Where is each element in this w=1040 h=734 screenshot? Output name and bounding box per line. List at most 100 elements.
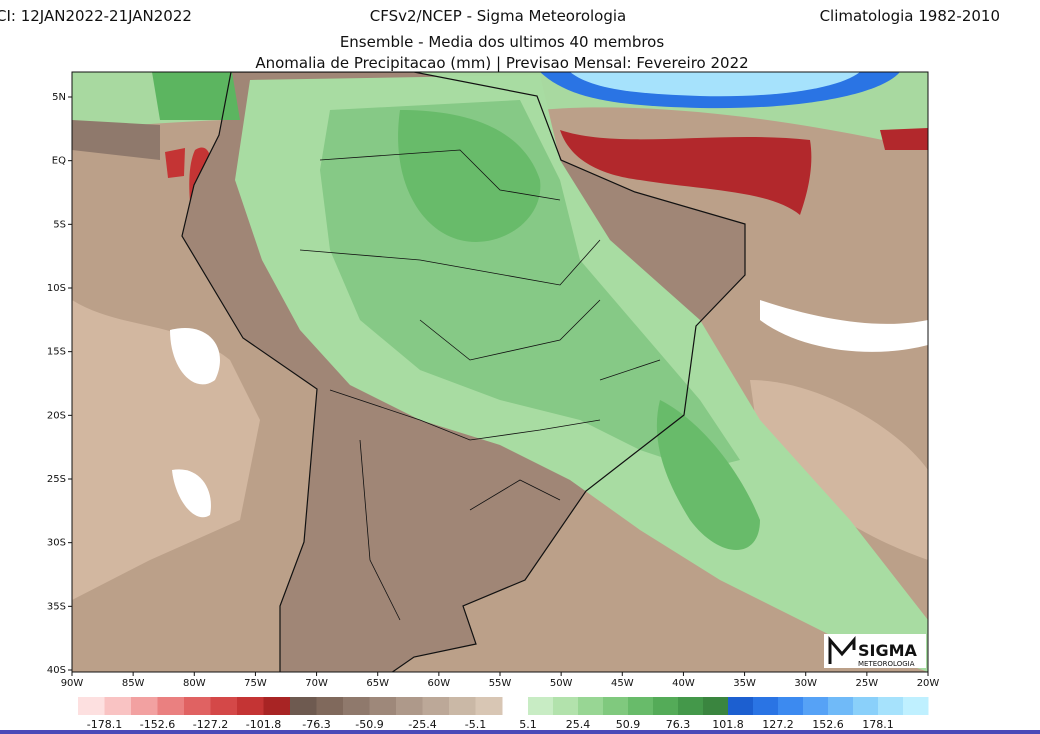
colorbar-box [475, 697, 503, 715]
colorbar-box [157, 697, 185, 715]
subtitle: Ensemble - Media dos ultimos 40 membros [340, 33, 665, 51]
lon-label: 25W [856, 678, 879, 689]
lat-label: 5S [53, 219, 66, 230]
colorbar-box [603, 697, 629, 715]
colorbar-box [628, 697, 654, 715]
colorbar-box [678, 697, 704, 715]
colorbar-box [553, 697, 579, 715]
lon-label: 85W [122, 678, 145, 689]
logo-name: SIGMA [858, 641, 918, 660]
lon-label: 60W [428, 678, 451, 689]
logo: SIGMA METEOROLOGIA [824, 634, 926, 668]
colorbar-box [131, 697, 158, 715]
colorbar-label: -178.1 [87, 718, 122, 731]
lon-label: 50W [550, 678, 573, 689]
lon-label: 20W [917, 678, 940, 689]
anomaly-area [165, 148, 185, 178]
colorbar-label: 178.1 [862, 718, 894, 731]
axes: 5N EQ 5S 10S 15S 20S 25S 30S 35S 40S 90W 85W 80W 75W 7… [47, 92, 939, 689]
lon-label: 70W [305, 678, 328, 689]
lon-label: 40W [672, 678, 695, 689]
colorbar-label: -76.3 [302, 718, 330, 731]
colorbar-box [528, 697, 554, 715]
lat-label: 10S [47, 283, 66, 294]
header-right: Climatologia 1982-2010 [820, 7, 1000, 25]
lat-label: 25S [47, 474, 66, 485]
lon-label: 90W [61, 678, 84, 689]
colorbar-box [653, 697, 679, 715]
colorbar-box [753, 697, 779, 715]
map [72, 72, 928, 672]
lat-label: 5N [52, 92, 66, 103]
colorbar-box [703, 697, 729, 715]
colorbar-box [828, 697, 854, 715]
lon-label: 35W [733, 678, 756, 689]
colorbar-label: 25.4 [566, 718, 591, 731]
anomaly-area [880, 128, 928, 150]
lon-label: 55W [489, 678, 512, 689]
colorbar-label: 101.8 [712, 718, 744, 731]
lat-label: 15S [47, 347, 66, 358]
colorbar-box [104, 697, 132, 715]
colorbar-box [803, 697, 829, 715]
anomaly-area [398, 110, 541, 242]
colorbar-box [369, 697, 397, 715]
colorbar-label: 76.3 [666, 718, 691, 731]
lat-label: 40S [47, 665, 66, 676]
colorbar-box [316, 697, 344, 715]
lon-label: 45W [611, 678, 634, 689]
map-title: Anomalia de Precipitacao (mm) | Previsao… [255, 54, 748, 72]
colorbar-box [396, 697, 423, 715]
colorbar-box [78, 697, 105, 715]
colorbar-label: -101.8 [246, 718, 281, 731]
lat-label: EQ [52, 156, 66, 167]
colorbar-label: -152.6 [140, 718, 175, 731]
colorbar-label: 5.1 [519, 718, 537, 731]
colorbar-box [903, 697, 929, 715]
colorbar-label: 127.2 [762, 718, 794, 731]
colorbar-box [184, 697, 211, 715]
colorbar-box [290, 697, 317, 715]
anomaly-area [172, 469, 211, 518]
colorbar-box [343, 697, 370, 715]
lat-label: 30S [47, 538, 66, 549]
colorbar-label: -127.2 [193, 718, 228, 731]
colorbar-label: 50.9 [616, 718, 641, 731]
coastline [181, 72, 746, 672]
lon-label: 80W [183, 678, 206, 689]
colorbar-box [578, 697, 604, 715]
anomaly-area [760, 300, 928, 352]
colorbar-box [263, 697, 291, 715]
lon-label: 30W [794, 678, 817, 689]
colorbar-box [449, 697, 476, 715]
logo-sub: METEOROLOGIA [858, 660, 915, 668]
lon-label: 65W [366, 678, 389, 689]
colorbar-label: -5.1 [465, 718, 486, 731]
logo-mark [828, 635, 856, 664]
colorbar-box [778, 697, 804, 715]
colorbar-box [237, 697, 264, 715]
colorbar-box [853, 697, 879, 715]
colorbar-box [728, 697, 754, 715]
anomaly-area [72, 120, 160, 160]
borders [299, 149, 661, 621]
lon-label: 75W [244, 678, 267, 689]
anomaly-area [570, 72, 860, 97]
header-left: CI: 12JAN2022-21JAN2022 [0, 7, 192, 25]
anomaly-area [170, 328, 220, 385]
colorbar: -178.1 -152.6 -127.2 -101.8 -76.3 -50.9 -25.4 -… [78, 697, 929, 731]
window-edge [0, 730, 1040, 734]
colorbar-box [878, 697, 904, 715]
lat-label: 35S [47, 601, 66, 612]
colorbar-label: -25.4 [408, 718, 436, 731]
header-center: CFSv2/NCEP - Sigma Meteorologia [370, 7, 626, 25]
anomaly-area [656, 400, 760, 550]
colorbar-label: -50.9 [355, 718, 383, 731]
anomaly-area [560, 130, 812, 215]
colorbar-box [210, 697, 238, 715]
colorbar-label: 152.6 [812, 718, 844, 731]
lat-label: 20S [47, 410, 66, 421]
anomaly-area [152, 72, 240, 120]
